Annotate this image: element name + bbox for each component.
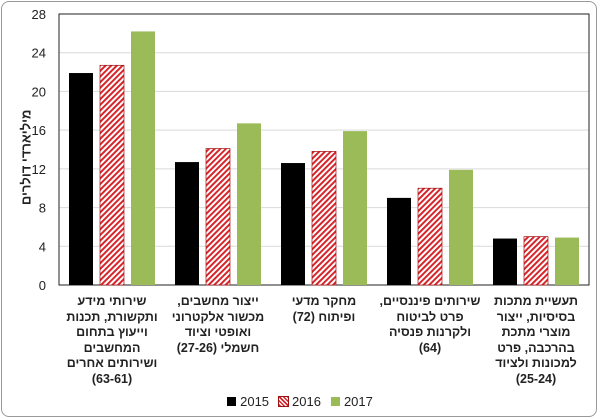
legend-swatch [330, 397, 340, 406]
bar-2016-2 [205, 148, 231, 286]
y-tick-label: 8 [39, 201, 46, 216]
y-tick-label: 16 [32, 123, 46, 138]
y-tick-label: 28 [32, 7, 46, 22]
bar-2015-1 [69, 73, 93, 286]
y-tick-label: 12 [32, 162, 46, 177]
legend-label: 2015 [240, 394, 270, 409]
bar-2017-3 [343, 131, 367, 285]
legend-item-2017: 2017 [330, 394, 373, 409]
x-category-label: ייצור מחשבים, מכשור אלקטרוני ואופטי וציו… [171, 294, 265, 355]
legend-item-2015: 2015 [227, 394, 269, 409]
bar-2015-4 [387, 197, 411, 285]
bar-2015-2 [175, 162, 199, 285]
legend-item-2016: 2016 [278, 394, 321, 409]
legend-swatch [278, 396, 290, 407]
bar-2016-3 [311, 151, 337, 286]
y-tick-label: 20 [32, 84, 46, 99]
y-axis-label: מיליארדי דולרים [18, 109, 34, 206]
bar-2017-4 [449, 169, 473, 285]
x-category-label: שירותים פיננסיים, פרט לביטוח ולקרנות פנס… [379, 294, 481, 355]
bar-2016-4 [417, 187, 443, 286]
legend-label: 2016 [292, 394, 321, 409]
x-category-label: מחקר מדעי ופיתוח (72) [291, 294, 357, 324]
bar-2015-5 [493, 238, 517, 285]
bar-2016-5 [523, 236, 549, 286]
y-tick-label: 0 [39, 278, 46, 293]
legend: 2015 2016 2017 [0, 394, 600, 409]
y-tick-label: 24 [32, 46, 46, 61]
bar-2017-5 [555, 237, 579, 285]
x-category-label: שירותי מידע ותקשורת, תכנות וייעוץ בתחום … [66, 294, 158, 386]
bar-2015-3 [281, 163, 305, 285]
y-tick-label: 4 [39, 239, 46, 254]
bar-2017-1 [131, 31, 155, 285]
legend-swatch [227, 397, 237, 406]
bar-2016-1 [99, 64, 125, 286]
x-category-label: תעשיית מתכות בסיסיות, ייצור מוצרי מתכת ב… [494, 294, 578, 386]
legend-label: 2017 [343, 394, 373, 409]
bar-2017-2 [237, 123, 261, 285]
